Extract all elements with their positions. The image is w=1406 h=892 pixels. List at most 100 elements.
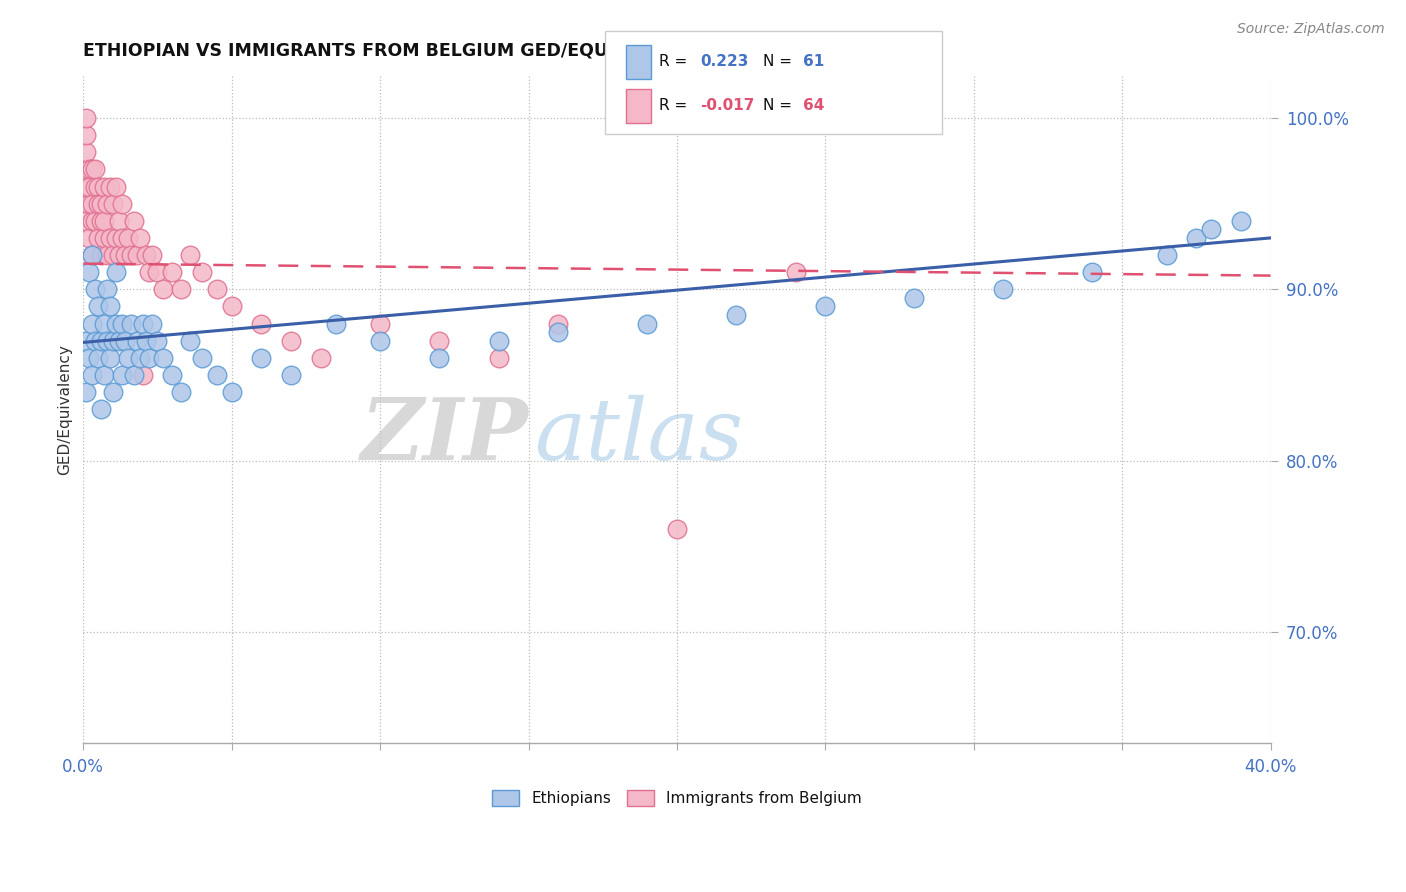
Text: Source: ZipAtlas.com: Source: ZipAtlas.com — [1237, 22, 1385, 37]
Point — [114, 334, 136, 348]
Point — [82, 214, 104, 228]
Text: ZIP: ZIP — [360, 394, 529, 478]
Point — [75, 179, 97, 194]
Point — [90, 214, 112, 228]
Point — [90, 402, 112, 417]
Point — [101, 385, 124, 400]
Point — [75, 145, 97, 160]
Point — [488, 351, 510, 365]
Point — [368, 334, 391, 348]
Point — [125, 248, 148, 262]
Point — [205, 282, 228, 296]
Point — [993, 282, 1015, 296]
Point — [77, 231, 100, 245]
Point — [75, 385, 97, 400]
Point — [104, 317, 127, 331]
Point — [82, 248, 104, 262]
Point — [111, 317, 134, 331]
Point — [96, 248, 118, 262]
Point — [141, 248, 163, 262]
Point — [104, 265, 127, 279]
Point — [429, 334, 451, 348]
Point — [665, 522, 688, 536]
Point — [98, 179, 121, 194]
Point — [84, 282, 107, 296]
Point — [87, 300, 110, 314]
Point — [152, 351, 174, 365]
Point — [131, 368, 153, 382]
Point — [93, 214, 115, 228]
Point — [141, 317, 163, 331]
Point — [101, 196, 124, 211]
Point — [179, 248, 201, 262]
Point — [128, 231, 150, 245]
Point — [547, 325, 569, 339]
Point — [104, 231, 127, 245]
Point — [77, 265, 100, 279]
Point — [785, 265, 807, 279]
Point — [117, 351, 139, 365]
Point — [82, 196, 104, 211]
Point — [82, 368, 104, 382]
Point — [108, 214, 131, 228]
Point — [162, 368, 184, 382]
Text: -0.017: -0.017 — [700, 98, 755, 113]
Point — [138, 265, 160, 279]
Point — [131, 317, 153, 331]
Point — [488, 334, 510, 348]
Point — [1156, 248, 1178, 262]
Point — [87, 231, 110, 245]
Point — [87, 179, 110, 194]
Point — [221, 300, 243, 314]
Point — [93, 179, 115, 194]
Point — [152, 282, 174, 296]
Point — [93, 317, 115, 331]
Point — [814, 300, 837, 314]
Point — [108, 248, 131, 262]
Point — [101, 334, 124, 348]
Point — [114, 248, 136, 262]
Point — [75, 111, 97, 125]
Point — [96, 196, 118, 211]
Text: 61: 61 — [803, 54, 824, 70]
Point — [75, 334, 97, 348]
Point — [191, 351, 214, 365]
Point — [98, 231, 121, 245]
Point — [84, 179, 107, 194]
Point — [325, 317, 347, 331]
Point — [309, 351, 332, 365]
Point — [1081, 265, 1104, 279]
Text: R =: R = — [659, 98, 693, 113]
Point — [162, 265, 184, 279]
Point — [93, 231, 115, 245]
Point — [120, 248, 142, 262]
Point — [903, 291, 925, 305]
Point — [82, 248, 104, 262]
Point — [96, 282, 118, 296]
Point — [179, 334, 201, 348]
Point — [77, 179, 100, 194]
Text: R =: R = — [659, 54, 693, 70]
Point — [111, 368, 134, 382]
Point — [146, 334, 169, 348]
Text: ETHIOPIAN VS IMMIGRANTS FROM BELGIUM GED/EQUIVALENCY CORRELATION CHART: ETHIOPIAN VS IMMIGRANTS FROM BELGIUM GED… — [83, 42, 918, 60]
Point — [1230, 214, 1253, 228]
Point — [221, 385, 243, 400]
Point — [138, 351, 160, 365]
Point — [547, 317, 569, 331]
Point — [84, 162, 107, 177]
Point — [170, 282, 193, 296]
Point — [111, 231, 134, 245]
Point — [75, 128, 97, 143]
Point — [96, 334, 118, 348]
Text: atlas: atlas — [534, 394, 744, 477]
Text: 64: 64 — [803, 98, 824, 113]
Point — [128, 351, 150, 365]
Point — [429, 351, 451, 365]
Point — [82, 162, 104, 177]
Point — [122, 214, 145, 228]
Point — [77, 196, 100, 211]
Point — [77, 351, 100, 365]
Point — [77, 162, 100, 177]
Point — [135, 334, 157, 348]
